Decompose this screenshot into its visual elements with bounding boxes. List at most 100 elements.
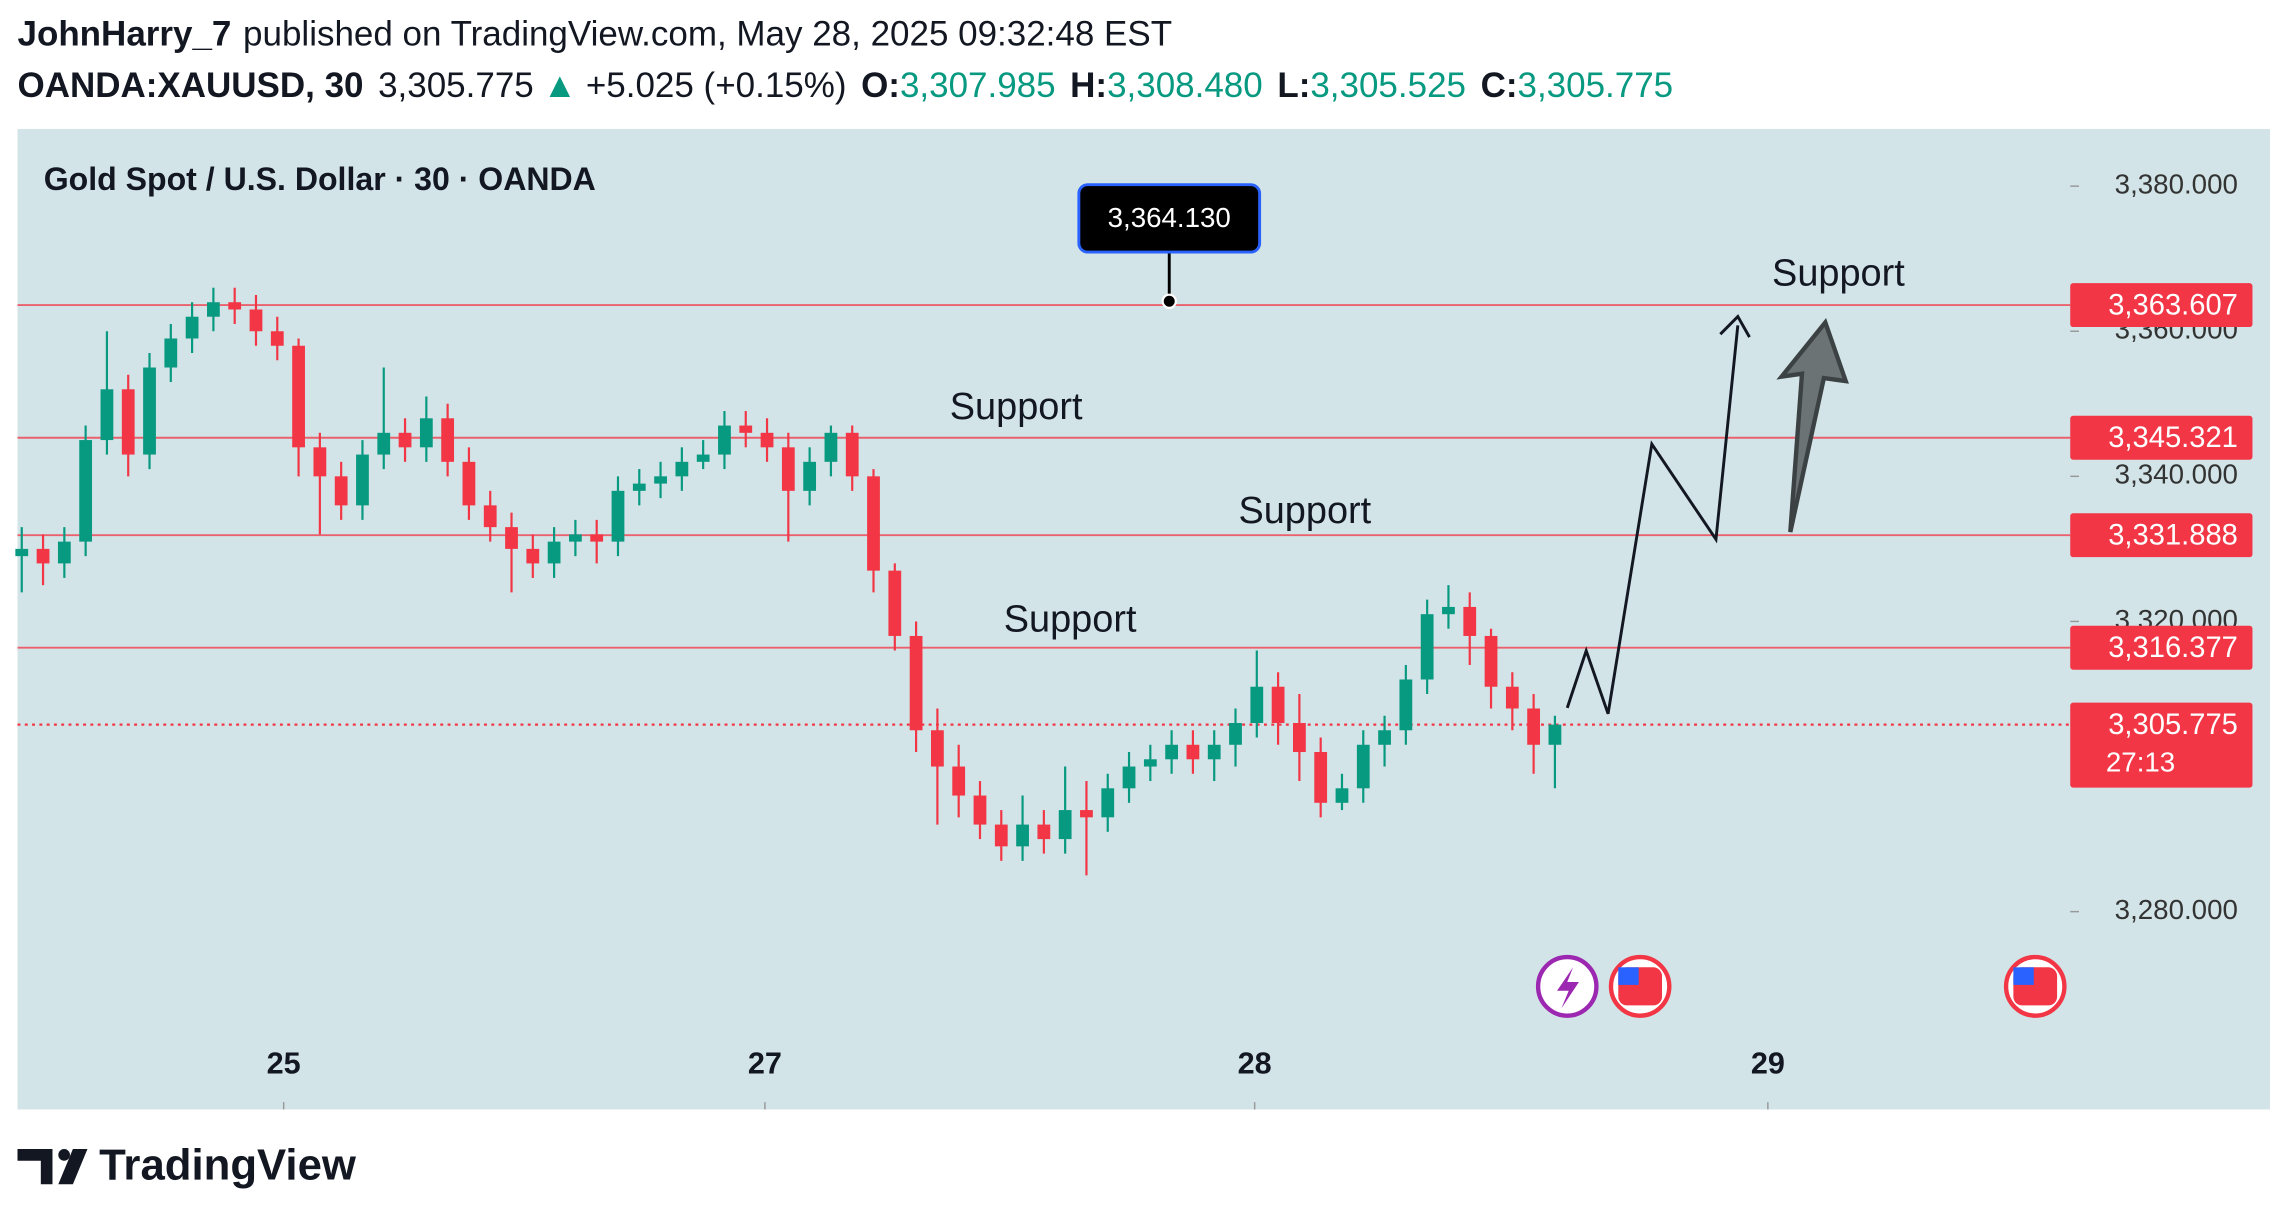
logo-mark	[17, 1149, 53, 1185]
candle-body	[505, 527, 518, 549]
candle-body	[654, 476, 667, 484]
candle-body	[57, 541, 71, 564]
candle-body	[79, 440, 93, 542]
callout-dot	[1161, 293, 1177, 309]
candle-body	[973, 795, 987, 825]
chart-title: Gold Spot / U.S. Dollar · 30 · OANDA	[44, 161, 596, 197]
annotation: Support	[950, 386, 1083, 428]
candle-body	[611, 490, 625, 542]
candle-body	[888, 570, 902, 636]
projection-path	[1565, 325, 1740, 715]
level-tag	[2070, 513, 2253, 558]
candle-body	[632, 483, 646, 491]
big-arrow	[1776, 317, 1849, 533]
candle-body	[1271, 686, 1285, 724]
candle-body	[952, 766, 966, 796]
candle-body	[1505, 686, 1519, 709]
last-price: 3,305.775	[378, 66, 534, 105]
candle-body	[292, 345, 305, 448]
level-label: 3,316.377	[2108, 632, 2238, 664]
candle-body	[207, 302, 220, 317]
candle-body	[377, 432, 391, 455]
x-tick-label: 28	[1238, 1046, 1272, 1081]
candle-body	[1250, 686, 1264, 724]
candle-body	[1463, 606, 1477, 636]
symbol: OANDA:XAUUSD, 30	[17, 66, 363, 105]
candle-body	[1186, 744, 1200, 760]
candle-body	[845, 432, 859, 477]
change-arrow: ▲	[542, 66, 577, 105]
ohlc-value: 3,308.480	[1107, 66, 1263, 105]
candle-body	[270, 331, 284, 346]
candle-body	[781, 447, 795, 491]
x-tick-label: 27	[748, 1046, 782, 1081]
author: JohnHarry_7	[17, 15, 231, 54]
logo: TradingView	[17, 1141, 357, 1190]
lightning	[1557, 967, 1579, 1009]
current-price-label: 3,305.775	[2108, 709, 2238, 741]
candle-body	[1484, 635, 1498, 687]
y-tick-label: 3,380.000	[2115, 168, 2238, 199]
candle-body	[1527, 708, 1541, 745]
candle-body	[526, 548, 540, 564]
ohlc-label: L:	[1277, 66, 1310, 105]
level-label: 3,345.321	[2108, 422, 2238, 454]
candle-body	[824, 432, 838, 462]
candle-body	[1165, 744, 1179, 760]
plot-layer	[15, 185, 2079, 1110]
candle-body	[15, 548, 29, 557]
callout-box	[1077, 183, 1262, 254]
plot-background	[17, 128, 2270, 1110]
current-price-tag	[2070, 702, 2253, 788]
candle-body	[1101, 788, 1115, 818]
candle-body	[569, 534, 582, 542]
candle-body	[228, 302, 242, 310]
candle-body	[1229, 723, 1242, 745]
candle-body	[441, 418, 455, 462]
published: published on TradingView.com, May 28, 20…	[243, 15, 1172, 54]
logo-mark	[58, 1149, 70, 1161]
candle-body	[164, 338, 178, 368]
symbol-line: OANDA:XAUUSD, 30 3,305.775 ▲ +5.025 (+0.15%…	[17, 66, 1673, 105]
ohlc-value: 3,307.985	[900, 66, 1056, 105]
candle-body	[1080, 810, 1093, 818]
event-icons	[1535, 954, 2067, 1018]
ohlc-value: 3,305.525	[1310, 66, 1466, 105]
annotation: Support	[1004, 598, 1137, 640]
level-tag	[2070, 415, 2253, 460]
candle-body	[1356, 744, 1370, 789]
candle-body	[994, 824, 1008, 847]
candle-body	[1016, 824, 1029, 847]
candle-body	[1314, 752, 1328, 803]
countdown: 27:13	[2106, 746, 2175, 777]
candle-body	[1037, 824, 1051, 840]
level-label: 3,331.888	[2108, 519, 2238, 551]
candle-body	[334, 476, 348, 506]
candle-body	[1335, 788, 1349, 803]
candle-body	[909, 635, 923, 731]
candle-body	[867, 476, 880, 571]
ohlc-value: 3,305.775	[1517, 66, 1673, 105]
candle-body	[398, 432, 412, 448]
ohlc-label: H:	[1070, 66, 1107, 105]
candle-body	[356, 454, 369, 506]
logo-text: TradingView	[99, 1141, 357, 1190]
ohlc-label: C:	[1481, 66, 1518, 105]
candle-body	[547, 541, 561, 564]
flag-canton	[1618, 967, 1639, 985]
candle-body	[462, 461, 476, 506]
candle-body	[675, 461, 689, 477]
candle-body	[483, 505, 497, 528]
projection-arrowhead	[1719, 314, 1751, 338]
candle-body	[143, 367, 156, 455]
candle-body	[1143, 759, 1157, 767]
change: +5.025 (+0.15%)	[586, 66, 847, 105]
candle-body	[718, 425, 731, 455]
y-tick-label: 3,280.000	[2115, 894, 2238, 925]
candle-body	[803, 461, 817, 491]
annotation: Support	[1772, 253, 1905, 295]
candle-body	[249, 309, 263, 332]
x-tick-label: 29	[1751, 1046, 1785, 1081]
candle-body	[1420, 614, 1434, 680]
